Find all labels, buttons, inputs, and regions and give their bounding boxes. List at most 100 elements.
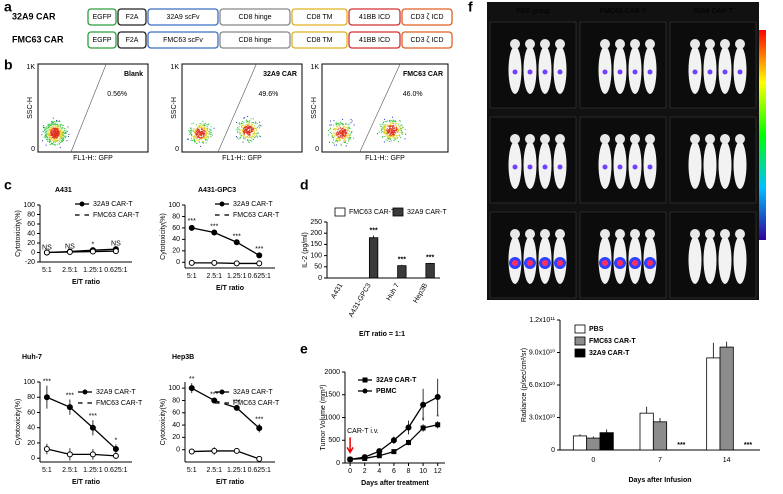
flow-event <box>60 123 62 125</box>
flow-event <box>60 127 62 129</box>
mouse-head <box>630 229 640 239</box>
flow-event <box>349 127 351 129</box>
mouse-head <box>645 229 655 239</box>
flow-event <box>388 137 390 139</box>
flow-event <box>248 133 250 135</box>
marker <box>376 448 383 455</box>
flow-event <box>248 134 250 136</box>
flow-event <box>397 127 399 129</box>
flow-event <box>390 125 392 127</box>
flow-event <box>393 132 395 134</box>
flow-event <box>41 134 43 136</box>
y-tick-label: 60 <box>172 225 180 232</box>
flow-event <box>243 137 245 139</box>
marker <box>391 449 397 455</box>
flow-event <box>340 135 342 137</box>
flow-event <box>52 122 54 124</box>
flow-event <box>351 120 353 122</box>
y-tick-label: 0 <box>31 249 35 256</box>
flow-event <box>51 128 53 130</box>
flow-event <box>332 134 334 136</box>
marker <box>233 239 240 246</box>
flow-event <box>45 130 47 132</box>
flow-event <box>208 133 210 135</box>
y-tick-label: 250 <box>310 219 322 226</box>
flow-event <box>52 128 54 130</box>
flow-event <box>350 134 352 136</box>
flow-event <box>63 129 65 131</box>
panel-label: a <box>4 0 12 15</box>
construct-part <box>291 31 348 49</box>
flow-event <box>243 136 245 138</box>
flow-event <box>240 134 242 136</box>
flow-event <box>241 125 243 127</box>
flow-event <box>384 121 386 123</box>
flow-event <box>52 130 54 132</box>
flow-event <box>396 130 398 132</box>
flow-event <box>61 135 63 137</box>
flow-event <box>49 141 51 143</box>
flow-event <box>384 135 386 137</box>
flow-event <box>386 129 388 131</box>
flow-event <box>203 123 205 125</box>
flow-event <box>191 130 193 132</box>
flow-event <box>344 131 346 133</box>
flow-event <box>336 138 338 140</box>
flow-event <box>49 123 51 125</box>
flow-event <box>386 125 388 127</box>
flow-event <box>62 134 64 136</box>
flow-event <box>207 124 209 126</box>
flow-event <box>202 137 204 139</box>
flow-event <box>391 120 393 122</box>
flow-event <box>242 129 244 131</box>
flow-event <box>60 131 62 133</box>
y-tick-label: 80 <box>172 397 180 404</box>
flow-event <box>53 128 55 130</box>
flow-event <box>398 134 400 136</box>
significance: *** <box>233 399 241 406</box>
flow-event <box>243 135 245 137</box>
flow-event <box>209 133 211 135</box>
flow-event <box>57 140 59 142</box>
mouse-head <box>645 134 655 144</box>
flow-event <box>246 133 248 135</box>
flow-event <box>198 126 200 128</box>
flow-event <box>393 137 395 139</box>
flow-event <box>383 141 385 143</box>
flow-event <box>204 133 206 135</box>
construct-name: FMC63 CAR <box>12 34 64 44</box>
flow-event <box>53 130 55 132</box>
flow-event <box>402 131 404 133</box>
legend-swatch <box>334 207 346 217</box>
flow-event <box>191 139 193 141</box>
flow-event <box>56 124 58 126</box>
flow-event <box>246 130 248 132</box>
flow-event <box>347 134 349 136</box>
flow-event <box>197 128 199 130</box>
flow-event <box>389 133 391 135</box>
flow-event <box>399 129 401 131</box>
flow-event <box>48 136 50 138</box>
flow-event <box>45 144 47 146</box>
legend-label: FMC63 CAR-T <box>233 212 280 219</box>
mouse-head <box>690 39 700 49</box>
flow-event <box>200 138 202 140</box>
panel-label: c <box>4 177 12 193</box>
flow-event <box>53 139 55 141</box>
flow-event <box>51 139 53 141</box>
flow-event <box>258 125 260 127</box>
flow-event <box>389 127 391 129</box>
flow-event <box>61 132 63 134</box>
flow-event <box>204 134 206 136</box>
flow-event <box>342 134 344 136</box>
flow-event <box>342 123 344 125</box>
flow-event <box>335 134 337 136</box>
flow-event <box>194 141 196 143</box>
flow-event <box>251 125 253 127</box>
flow-event <box>191 137 193 139</box>
flow-event <box>60 132 62 134</box>
flow-event <box>54 134 56 136</box>
flow-event <box>46 133 48 135</box>
flow-event <box>248 142 250 144</box>
